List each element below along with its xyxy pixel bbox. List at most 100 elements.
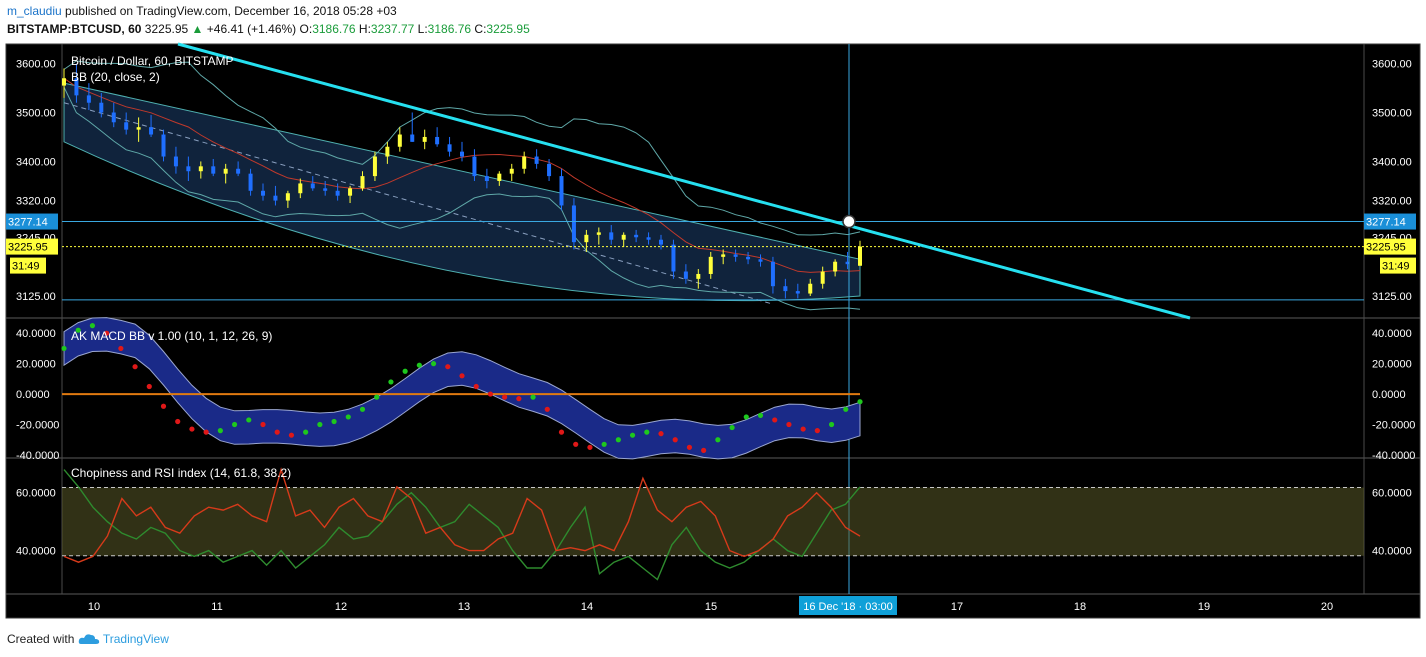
macd-dot bbox=[345, 414, 351, 420]
candle-body bbox=[298, 183, 303, 194]
candle-body bbox=[99, 102, 104, 113]
publish-info: m_claudiu published on TradingView.com, … bbox=[7, 4, 397, 18]
macd-dot bbox=[502, 394, 508, 400]
candle-body bbox=[161, 134, 166, 157]
candle-body bbox=[584, 234, 589, 243]
tradingview-cloud-icon bbox=[78, 634, 99, 644]
date-tick: 12 bbox=[335, 601, 347, 613]
candle-body bbox=[820, 271, 825, 284]
candle-body bbox=[708, 256, 713, 274]
macd-pane-title: AK MACD BB v 1.00 (10, 1, 12, 26, 9) bbox=[71, 329, 272, 343]
macd-dot bbox=[203, 429, 209, 435]
macd-tick-left: 40.0000 bbox=[16, 328, 56, 340]
candle-body bbox=[136, 127, 141, 130]
macd-dot bbox=[828, 421, 835, 428]
symbol-label: BITSTAMP:BTCUSD, 60 bbox=[7, 22, 142, 36]
macd-dot bbox=[118, 345, 124, 352]
trendline-anchor-point bbox=[842, 214, 856, 229]
bb-upper-band bbox=[63, 60, 861, 236]
candle-body bbox=[124, 122, 129, 130]
macd-dot bbox=[317, 421, 323, 428]
chop-tick-left: 60.0000 bbox=[16, 488, 56, 500]
macd-dot bbox=[61, 345, 67, 352]
up-arrow-icon: ▲ bbox=[191, 22, 204, 36]
bb-indicator-label: BB (20, close, 2) bbox=[71, 70, 160, 84]
candle-body bbox=[149, 127, 154, 135]
date-tick: 11 bbox=[211, 601, 222, 613]
author-link[interactable]: m_claudiu bbox=[7, 4, 62, 18]
candle-body bbox=[385, 146, 390, 157]
footer: Created with TradingView bbox=[7, 632, 169, 646]
close-value: 3225.95 bbox=[486, 22, 530, 36]
macd-dot bbox=[757, 412, 764, 418]
last-price-label-right-bg bbox=[1364, 238, 1416, 255]
date-tick: 17 bbox=[951, 601, 963, 613]
candle-body bbox=[497, 173, 502, 181]
candle-body bbox=[248, 173, 253, 191]
candle-body bbox=[223, 168, 228, 174]
chop-pane-title: Chopiness and RSI index (14, 61.8, 38.2) bbox=[71, 466, 291, 480]
macd-dot bbox=[189, 426, 195, 432]
macd-tick-right: 0.0000 bbox=[1372, 389, 1406, 401]
macd-dot bbox=[288, 432, 295, 438]
macd-dot bbox=[772, 417, 778, 423]
macd-dot bbox=[217, 428, 223, 434]
candle-body bbox=[472, 156, 477, 177]
candle-body bbox=[845, 261, 850, 265]
bb-lower-band bbox=[63, 86, 861, 311]
candle-body bbox=[758, 259, 763, 262]
descending-trendline bbox=[177, 42, 1191, 320]
low-label: L: bbox=[417, 22, 428, 36]
macd-dot bbox=[104, 330, 110, 336]
bar-countdown-right-bg bbox=[1380, 257, 1416, 274]
candle-body bbox=[62, 78, 66, 86]
macd-dot bbox=[615, 437, 621, 443]
candle-body bbox=[285, 193, 290, 201]
macd-dot bbox=[260, 421, 266, 428]
price-tick-right: 3600.00 bbox=[1372, 59, 1412, 71]
candle-body bbox=[795, 291, 800, 294]
candle-body bbox=[111, 112, 116, 123]
candle-body bbox=[173, 156, 178, 167]
price-tick-left: 3320.00 bbox=[16, 196, 56, 208]
candle-body bbox=[833, 261, 838, 272]
price-tick-right: 3320.00 bbox=[1372, 196, 1412, 208]
macd-dot bbox=[274, 429, 280, 435]
candle-body bbox=[547, 163, 552, 177]
candle-body bbox=[733, 254, 738, 257]
candle-body bbox=[571, 205, 576, 243]
crosshair-price-label-right: 3277.14 bbox=[1366, 217, 1406, 229]
candle-body bbox=[522, 156, 527, 169]
chop-zone-fill bbox=[62, 487, 1364, 556]
crosshair-price-label-left: 3277.14 bbox=[8, 217, 48, 229]
macd-dot bbox=[473, 383, 479, 390]
candle-body bbox=[721, 254, 726, 257]
candle-body bbox=[273, 195, 278, 201]
macd-dot bbox=[601, 441, 607, 447]
candle-body bbox=[186, 166, 191, 172]
chop-tick-right: 40.0000 bbox=[1372, 546, 1412, 558]
close-label: C: bbox=[474, 22, 487, 36]
macd-dot bbox=[800, 426, 806, 432]
macd-dot bbox=[160, 403, 167, 409]
macd-dot bbox=[729, 424, 735, 431]
macd-dot bbox=[629, 432, 636, 438]
candle-body bbox=[360, 176, 365, 189]
macd-dot bbox=[573, 441, 579, 447]
date-tick: 19 bbox=[1198, 601, 1210, 613]
price-tick-left: 3600.00 bbox=[16, 59, 56, 71]
time-crosshair-label-bg bbox=[799, 596, 897, 615]
candle-body bbox=[211, 166, 216, 174]
open-label: O: bbox=[299, 22, 313, 36]
candle-body bbox=[335, 190, 340, 196]
bar-countdown-left: 31:49 bbox=[12, 261, 40, 273]
macd-dot bbox=[814, 428, 820, 434]
macd-dot bbox=[388, 379, 394, 385]
tradingview-link[interactable]: TradingView bbox=[102, 632, 169, 646]
macd-dot bbox=[644, 429, 650, 435]
bar-countdown-left-bg bbox=[10, 257, 46, 274]
crosshair-price-label-right-bg bbox=[1364, 213, 1416, 230]
macd-dot bbox=[658, 431, 664, 437]
macd-dot bbox=[587, 444, 593, 450]
